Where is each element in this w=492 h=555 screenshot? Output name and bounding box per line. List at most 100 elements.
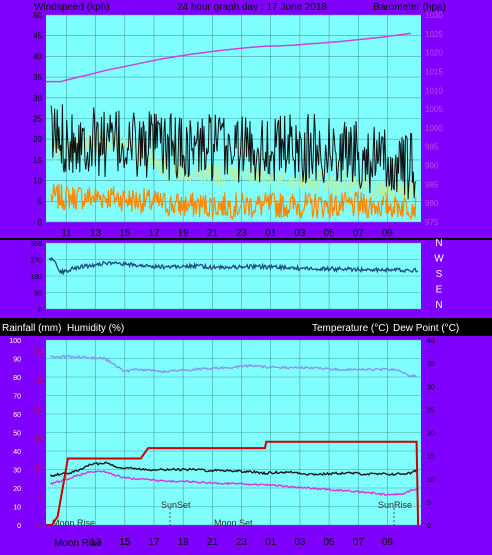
rainfall-tick-label: 5 [38, 494, 42, 501]
windspeed-tick-label: 45 [33, 32, 42, 41]
windspeed-x-tick-label: 01 [265, 228, 277, 239]
temperature-tick-label: 40 [427, 338, 435, 345]
temperature-tick-label: 10 [427, 477, 435, 484]
rainfall-tick-label: 30 [34, 350, 42, 357]
barometer-tick-label: 975 [425, 218, 439, 227]
windspeed-x-ticks: 11 13 15 17 19 21 23 01 03 05 07 09 [61, 228, 393, 239]
wind-direction-series [48, 256, 419, 276]
windspeed-x-tick-label: 15 [119, 228, 131, 239]
temperature-line [49, 461, 418, 478]
moon-rise-bottom-label: Moon Rise [54, 538, 102, 549]
temperature-tick-label: 5 [427, 500, 431, 507]
temperature-tick-label: 25 [427, 407, 435, 414]
windspeed-x-tick-label: 21 [207, 228, 219, 239]
temperature-tick-label: 0 [427, 523, 431, 530]
temperature-x-tick-label: 03 [294, 537, 306, 548]
moon-rise-label: Moon Rise [52, 518, 95, 528]
rainfall-tick-label: 20 [34, 407, 42, 414]
barometer-axis-label: Barometer (hpa) [373, 2, 446, 13]
windspeed-x-tick-label: 09 [382, 228, 394, 239]
compass-label: S [436, 269, 443, 280]
temperature-x-tick-label: 01 [265, 537, 277, 548]
direction-tick-label: 90 [34, 291, 42, 298]
chart-title: 24 hour graph day : 17 June 2018 [177, 2, 328, 13]
humidity-tick-label: 50 [13, 431, 21, 438]
windspeed-x-tick-label: 23 [236, 228, 248, 239]
temperature-tick-label: 20 [427, 431, 435, 438]
humidity-line [50, 354, 418, 379]
rainfall-tick-label: 0 [38, 523, 42, 530]
windspeed-tick-label: 20 [33, 135, 42, 144]
barometer-tick-label: 995 [425, 143, 439, 152]
humidity-tick-label: 10 [13, 505, 21, 512]
barometer-tick-label: 1020 [425, 49, 443, 58]
humidity-tick-label: 20 [13, 486, 21, 493]
temperature-tick-label: 30 [427, 384, 435, 391]
humidity-tick-label: 30 [13, 468, 21, 475]
direction-tick-label: 270 [30, 258, 42, 265]
temperature-tick-label: 35 [427, 361, 435, 368]
direction-tick-label: 360 [30, 241, 42, 248]
windspeed-tick-label: 0 [38, 218, 43, 227]
temperature-x-tick-label: 15 [119, 537, 131, 548]
windspeed-x-tick-label: 19 [178, 228, 190, 239]
windspeed-tick-label: 25 [33, 115, 42, 124]
temperature-x-tick-label: 19 [178, 537, 190, 548]
rainfall-line [46, 440, 420, 526]
compass-label: N [435, 300, 442, 311]
astronomy-markers: Moon Rise SunSet Moon Set SunRise [52, 500, 412, 528]
windspeed-tick-label: 5 [38, 197, 43, 206]
temperature-panel: Rainfall (mm) Humidity (%) Temperature (… [0, 318, 492, 555]
temperature-panel-header-background [0, 318, 492, 336]
temperature-x-tick-label: 13 [90, 537, 102, 548]
barometer-tick-label: 1010 [425, 86, 443, 95]
temperature-x-tick-label: 05 [324, 537, 336, 548]
barometer-right-ticks: 975 980 985 990 995 1000 1005 1010 1015 1020 1025 1… [425, 11, 443, 227]
rainfall-tick-label: 25 [34, 378, 42, 385]
compass-label: N [435, 238, 442, 249]
humidity-tick-label: 90 [13, 357, 21, 364]
barometer-tick-label: 1025 [425, 30, 443, 39]
barometer-tick-label: 1015 [425, 67, 443, 76]
humidity-tick-label: 80 [13, 375, 21, 382]
windspeed-x-tick-label: 13 [90, 228, 102, 239]
barometer-tick-label: 985 [425, 180, 439, 189]
direction-tick-label: 180 [30, 274, 42, 281]
windspeed-x-tick-label: 05 [324, 228, 336, 239]
barometer-tick-label: 990 [425, 162, 439, 171]
barometer-tick-label: 1000 [425, 124, 443, 133]
windspeed-series [46, 32, 417, 221]
humidity-tick-label: 40 [13, 449, 21, 456]
wind-direction-line [48, 256, 419, 276]
windspeed-axis-label: Windspeed (kph) [34, 2, 110, 13]
windspeed-x-tick-label: 11 [61, 228, 72, 239]
windspeed-tick-label: 35 [33, 73, 42, 82]
wind-orange-line [50, 183, 417, 221]
windspeed-tick-label: 30 [33, 94, 42, 103]
sunrise-label: SunRise [378, 500, 412, 510]
moon-set-label: Moon Set [214, 518, 253, 528]
barometer-line [46, 32, 411, 83]
windspeed-x-tick-label: 03 [294, 228, 306, 239]
windspeed-panel: Windspeed (kph) 24 hour graph day : 17 J… [0, 0, 492, 239]
temperature-series [46, 354, 420, 526]
windspeed-x-tick-label: 07 [353, 228, 365, 239]
dew-point-axis-label: Dew Point (°C) [393, 323, 459, 334]
wind-black-line [50, 104, 417, 200]
windspeed-tick-label: 15 [33, 156, 42, 165]
rainfall-tick-label: 10 [34, 465, 42, 472]
windspeed-tick-label: 10 [33, 177, 42, 186]
windspeed-x-tick-label: 17 [148, 228, 160, 239]
humidity-axis-label: Humidity (%) [67, 323, 124, 334]
wind-direction-gridlines [46, 242, 421, 310]
temperature-right-ticks: 0 5 10 15 20 25 30 35 40 [427, 338, 435, 530]
temperature-tick-label: 15 [427, 454, 435, 461]
humidity-tick-label: 0 [17, 523, 21, 530]
temperature-x-tick-label: 23 [236, 537, 248, 548]
barometer-tick-label: 1005 [425, 105, 443, 114]
rainfall-tick-label: 15 [34, 436, 42, 443]
barometer-tick-label: 980 [425, 199, 439, 208]
direction-tick-label: 0 [38, 307, 42, 314]
